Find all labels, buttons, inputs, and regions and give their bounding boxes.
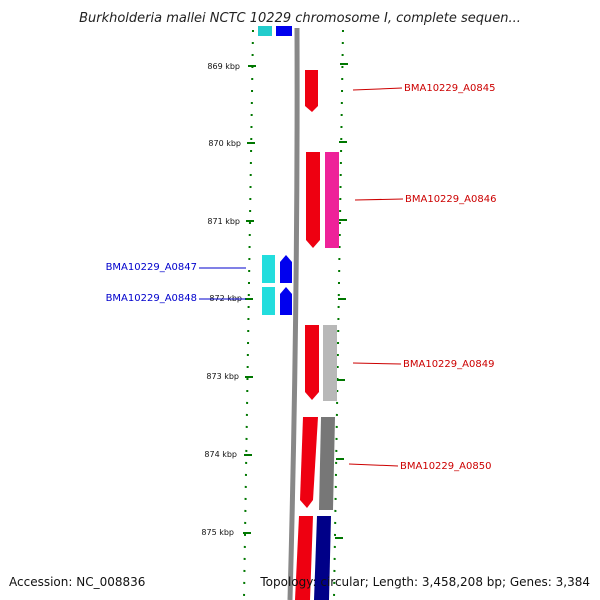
accession-text: Accession: NC_008836 [9,575,145,589]
map-title: Burkholderia mallei NCTC 10229 chromosom… [79,11,521,26]
tick-label-870: 870 kbp [208,139,241,148]
right-tick-marks [335,63,348,539]
leader-a0845 [352,87,403,91]
tick-label-873: 873 kbp [206,372,239,381]
gene-a0846-arrow [306,152,320,248]
gene-a0850-arrow [300,417,318,508]
leader-a0850 [348,463,399,467]
tick-label-871: 871 kbp [207,217,240,226]
gene-a0850-companion [319,417,335,510]
right-guide-line [333,29,344,599]
gene-block-top-blue [276,26,292,36]
gene-a0848-arrow [280,287,292,315]
gene-block-bottom-navy [314,516,331,600]
gene-a0846-companion [325,152,339,248]
gene-block-top-cyan [258,26,272,36]
gene-a0847-companion [262,255,275,283]
gene-a0848-companion [262,287,275,315]
tick-label-869: 869 kbp [207,62,240,71]
gene-a0849-arrow [305,325,319,400]
left-tick-marks [243,65,256,534]
gene-label-a0850[interactable]: BMA10229_A0850 [400,461,491,472]
summary-text: Topology: circular; Length: 3,458,208 bp… [259,575,590,589]
gene-label-a0848[interactable]: BMA10229_A0848 [106,293,197,304]
tick-label-874: 874 kbp [204,450,237,459]
gene-a0849-companion [323,325,337,401]
gene-a0847-arrow [280,255,292,283]
gene-label-a0846[interactable]: BMA10229_A0846 [405,194,496,205]
chromosome-backbone [287,27,300,600]
gene-label-a0849[interactable]: BMA10229_A0849 [403,359,494,370]
leader-a0849 [352,362,402,365]
gene-label-a0847[interactable]: BMA10229_A0847 [106,262,197,273]
tick-label-875: 875 kbp [201,528,234,537]
leader-a0846 [354,198,404,201]
gene-label-a0845[interactable]: BMA10229_A0845 [404,83,495,94]
gene-block-bottom-red [295,516,313,600]
gene-a0845-arrow [305,70,318,112]
left-guide-line [243,29,254,599]
